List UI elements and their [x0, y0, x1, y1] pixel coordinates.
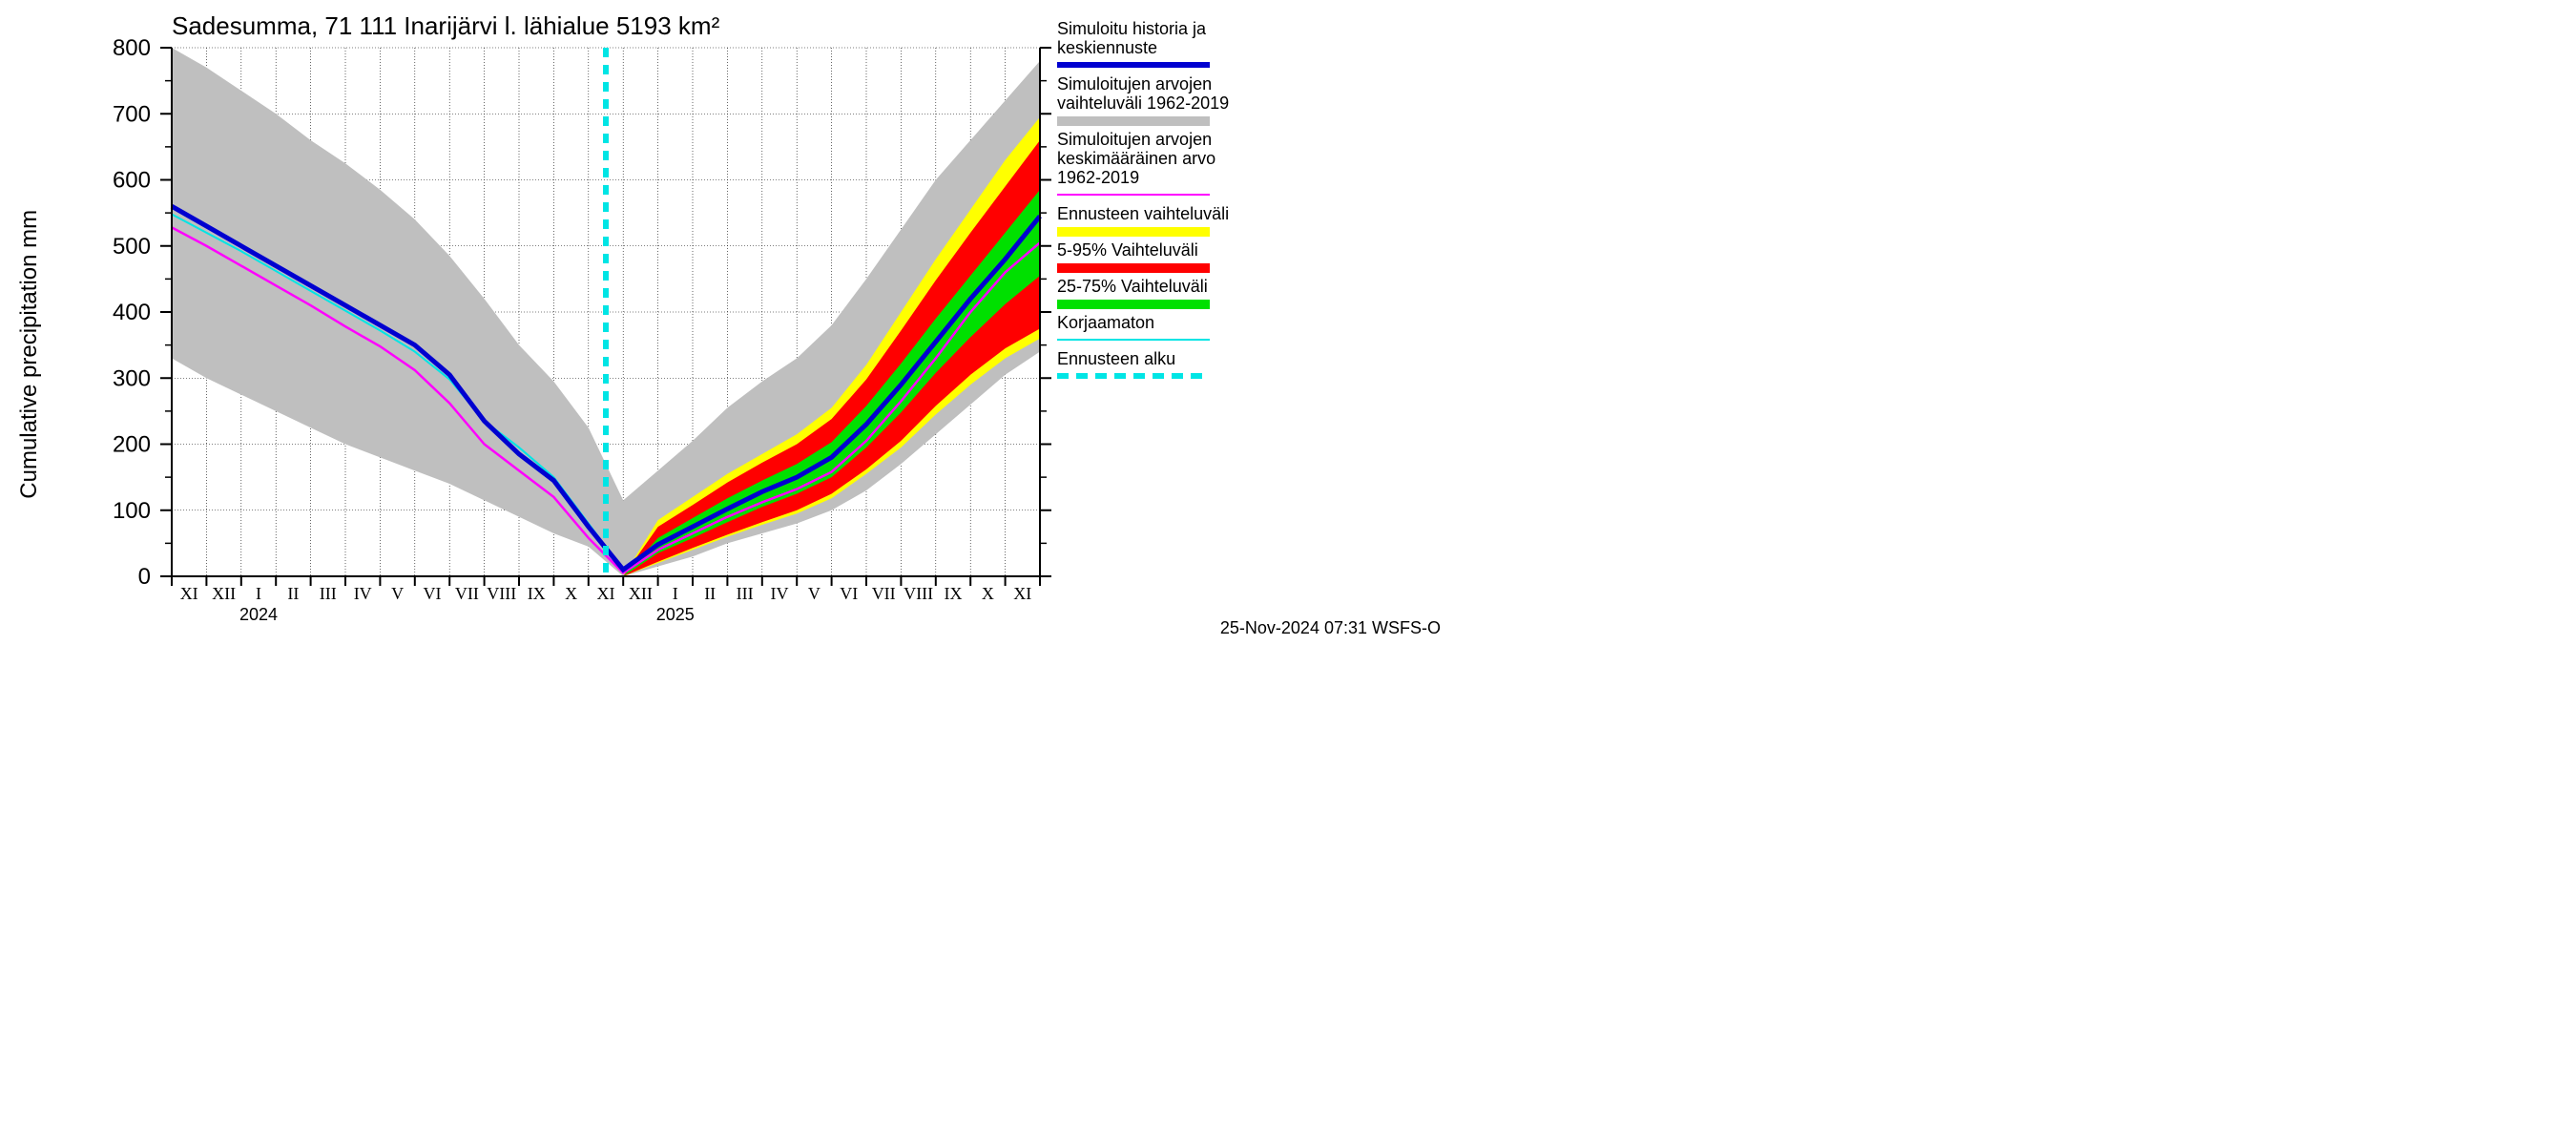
month-label: X [565, 584, 577, 603]
month-label: IX [945, 584, 963, 603]
month-label: XII [212, 584, 236, 603]
legend-label: Ennusteen alku [1057, 349, 1175, 368]
y-axis-label: Cumulative precipitation mm [16, 210, 42, 499]
month-label: VIII [904, 584, 933, 603]
y-tick-label: 400 [113, 300, 151, 325]
legend-label: 25-75% Vaihteluväli [1057, 277, 1208, 296]
month-label: I [673, 584, 678, 603]
y-tick-label: 800 [113, 35, 151, 61]
timestamp: 25-Nov-2024 07:31 WSFS-O [1220, 618, 1441, 637]
month-label: VII [455, 584, 479, 603]
month-label: II [704, 584, 716, 603]
year-label: 2025 [656, 605, 695, 624]
chart-container: Sadesumma, 71 111 Inarijärvi l. lähialue… [0, 0, 1450, 645]
legend-label: vaihteluväli 1962-2019 [1057, 94, 1229, 113]
month-label: III [320, 584, 337, 603]
month-label: IX [528, 584, 546, 603]
month-label: II [287, 584, 299, 603]
chart-svg: Sadesumma, 71 111 Inarijärvi l. lähialue… [0, 0, 1450, 645]
month-label: XI [597, 584, 615, 603]
month-label: V [808, 584, 821, 603]
month-label: VI [424, 584, 442, 603]
y-tick-label: 200 [113, 432, 151, 458]
year-label: 2024 [239, 605, 278, 624]
y-tick-label: 0 [138, 564, 151, 590]
legend-label: Ennusteen vaihteluväli [1057, 204, 1229, 223]
month-label: XI [180, 584, 198, 603]
y-tick-label: 700 [113, 101, 151, 127]
month-label: XII [629, 584, 653, 603]
legend-label: keskiennuste [1057, 38, 1157, 57]
month-label: VII [872, 584, 896, 603]
legend-swatch [1057, 263, 1210, 273]
month-label: III [737, 584, 754, 603]
legend-label: Simuloitujen arvojen [1057, 130, 1212, 149]
y-tick-label: 300 [113, 365, 151, 391]
legend-swatch [1057, 116, 1210, 126]
month-label: VI [840, 584, 858, 603]
legend-label: 1962-2019 [1057, 168, 1139, 187]
month-label: I [256, 584, 261, 603]
legend-label: 5-95% Vaihteluväli [1057, 240, 1198, 260]
legend-label: Simuloitujen arvojen [1057, 74, 1212, 94]
y-tick-label: 100 [113, 498, 151, 524]
legend-label: keskimääräinen arvo [1057, 149, 1215, 168]
y-tick-label: 500 [113, 234, 151, 260]
legend-swatch [1057, 300, 1210, 309]
legend-label: Simuloitu historia ja [1057, 19, 1207, 38]
month-label: IV [771, 584, 789, 603]
month-label: IV [354, 584, 372, 603]
chart-title: Sadesumma, 71 111 Inarijärvi l. lähialue… [172, 11, 720, 40]
legend-swatch [1057, 227, 1210, 237]
y-tick-label: 600 [113, 168, 151, 194]
month-label: VIII [487, 584, 516, 603]
month-label: XI [1013, 584, 1031, 603]
legend-label: Korjaamaton [1057, 313, 1154, 332]
month-label: V [391, 584, 404, 603]
month-label: X [982, 584, 994, 603]
